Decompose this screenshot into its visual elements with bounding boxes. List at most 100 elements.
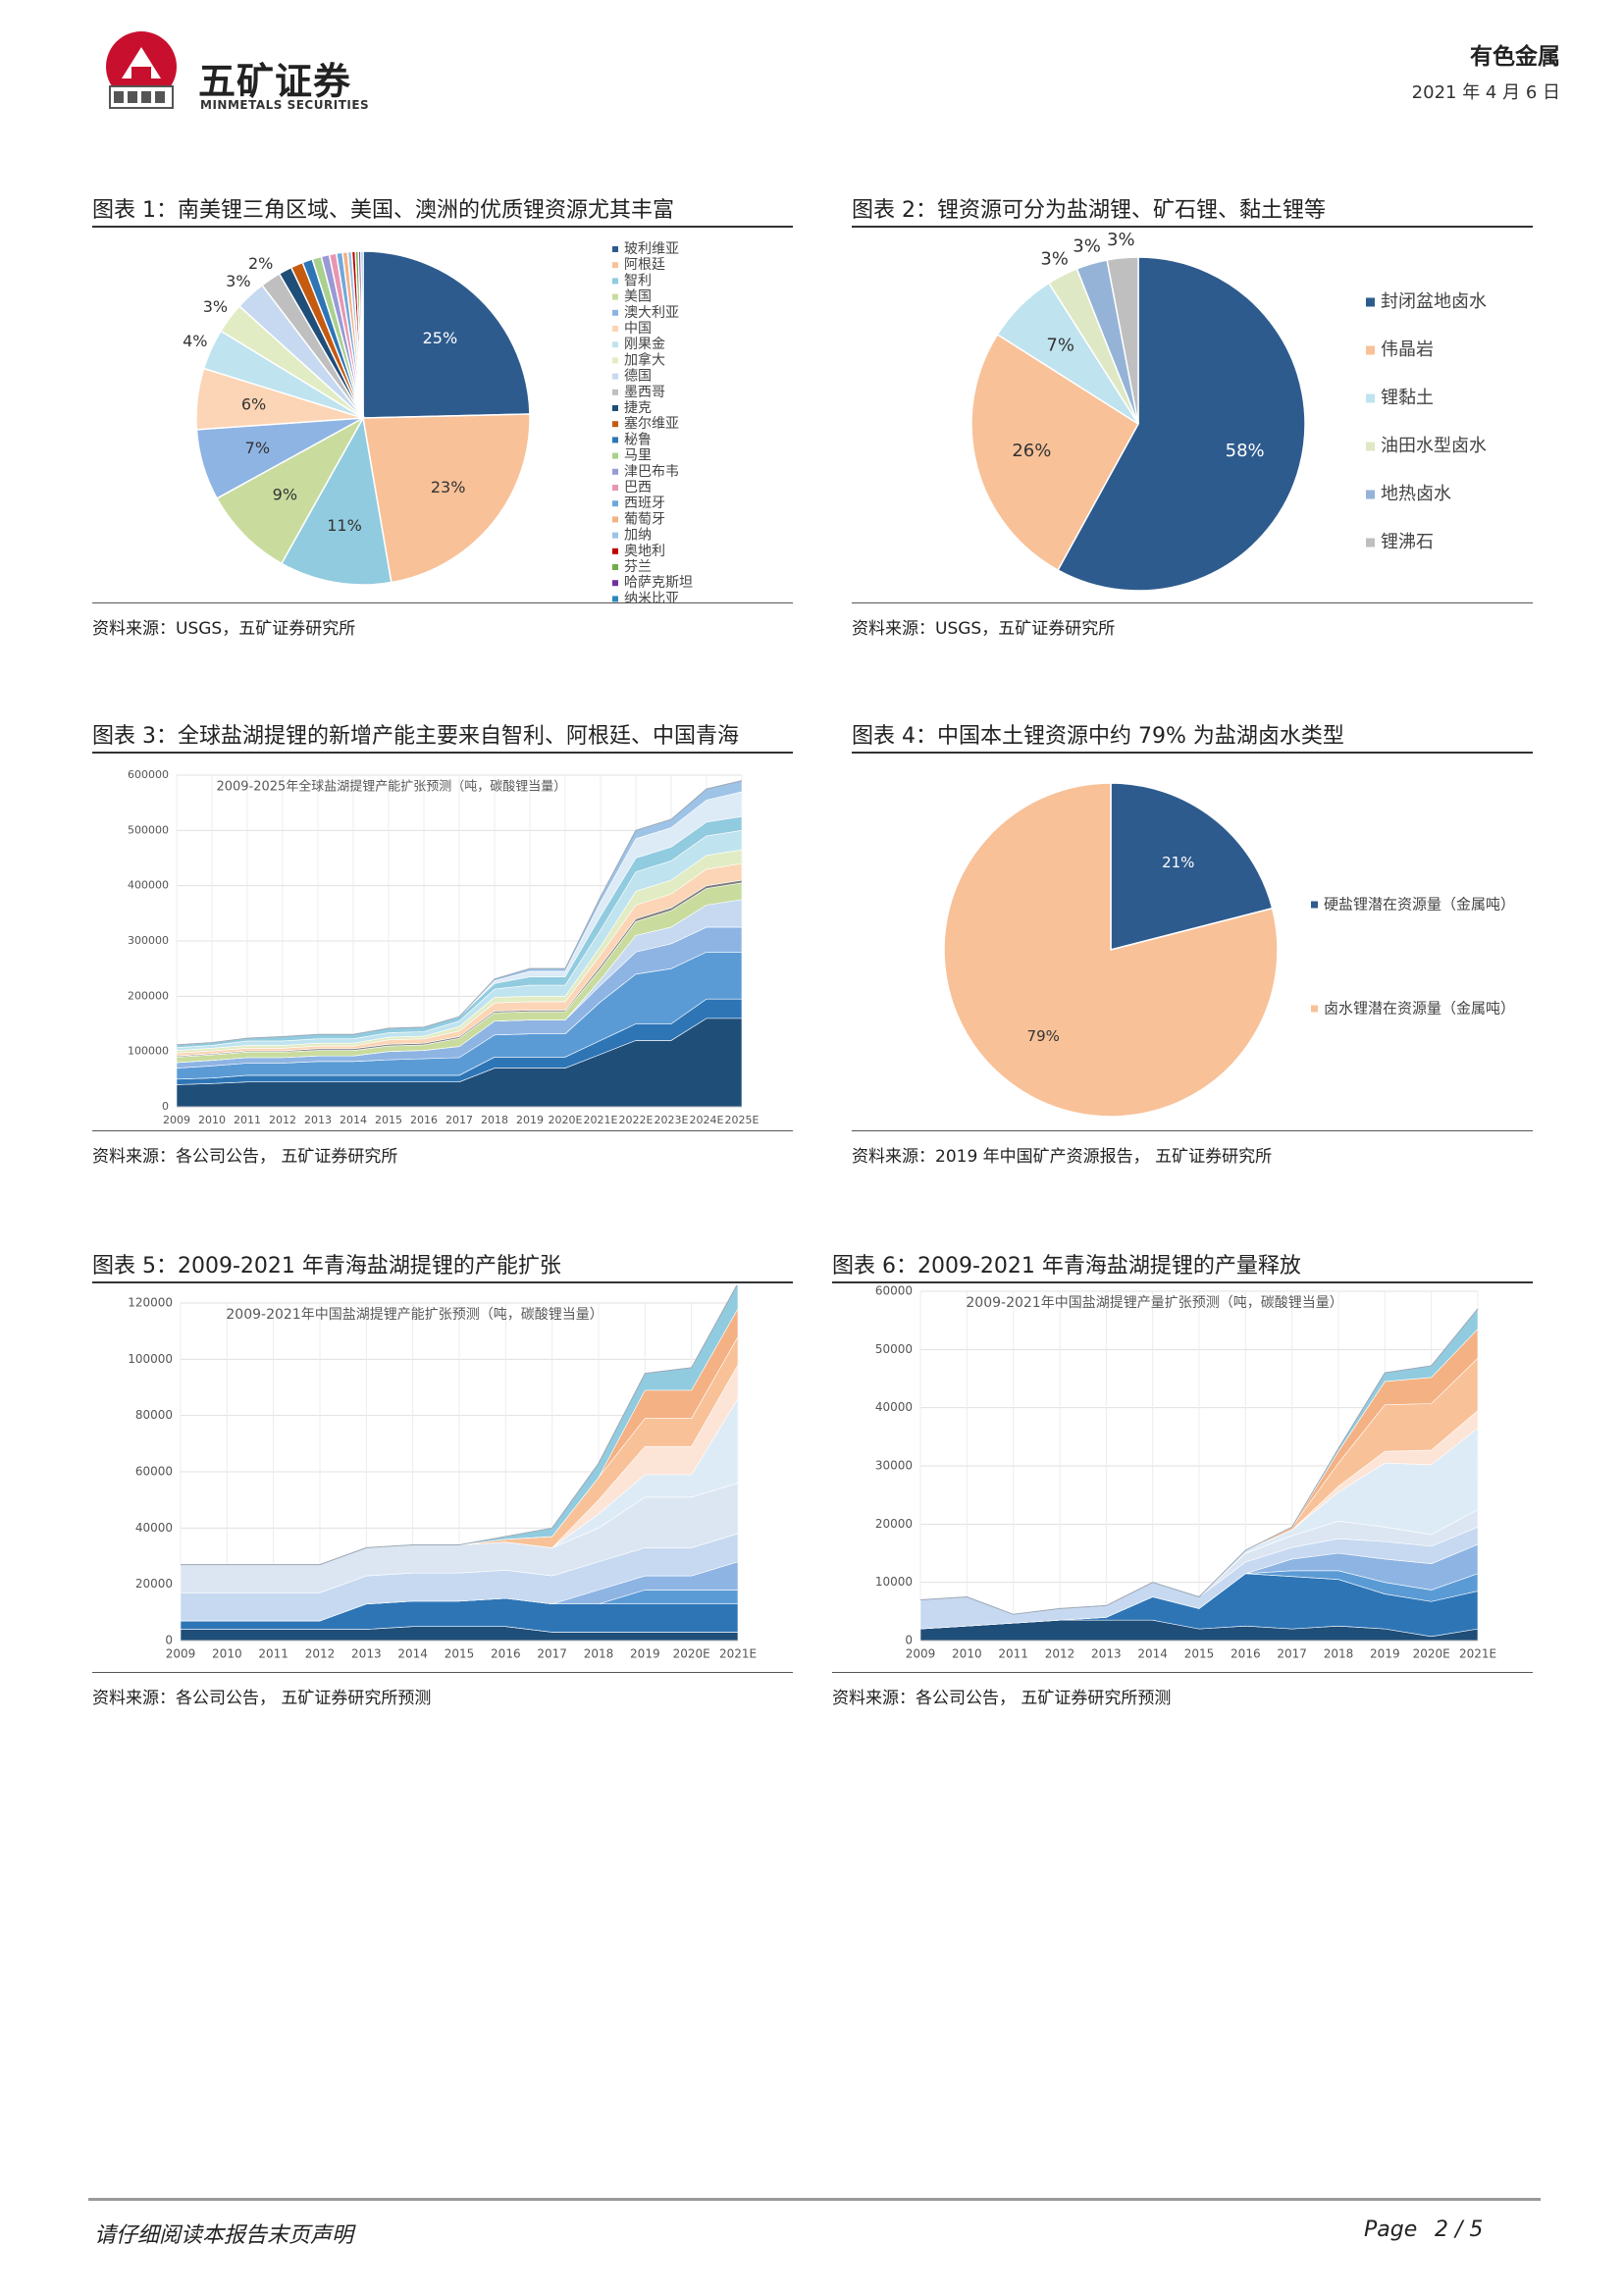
- legend-entry: 巴西: [624, 480, 652, 496]
- pie-data-label: 3%: [1073, 235, 1101, 256]
- y-tick-label: 400000: [128, 879, 169, 892]
- legend-swatch: [612, 246, 618, 252]
- brand-name: 五矿证券: [198, 60, 352, 103]
- legend-swatch: [1366, 538, 1375, 548]
- x-tick-label: 2021E: [1459, 1647, 1496, 1661]
- x-tick-label: 2021E: [719, 1647, 757, 1661]
- fig2-source: 资料来源：USGS，五矿证券研究所: [852, 619, 1116, 639]
- fig6-top-rule: [832, 1281, 1533, 1283]
- area-top-outline: [919, 1308, 1479, 1615]
- pie-data-label: 7%: [1046, 336, 1074, 356]
- x-tick-label: 2019: [1370, 1647, 1400, 1661]
- pie-slice: [360, 250, 364, 419]
- legend-swatch: [612, 421, 618, 428]
- pie-data-label: 25%: [423, 329, 458, 347]
- fig2-top-rule: [852, 226, 1533, 228]
- legend-entry: 奥地利: [624, 543, 665, 559]
- x-tick-label: 2021E: [584, 1114, 618, 1126]
- pie-data-label: 26%: [1012, 441, 1051, 461]
- fig1-source: 资料来源：USGS，五矿证券研究所: [92, 619, 356, 639]
- x-tick-label: 2011: [998, 1647, 1028, 1661]
- fig2-bottom-rule: [852, 602, 1533, 603]
- x-tick-label: 2022E: [619, 1114, 654, 1126]
- legend-swatch: [1366, 393, 1375, 403]
- legend-swatch: [612, 341, 618, 348]
- pie-data-label: 3%: [226, 272, 250, 290]
- x-tick-label: 2012: [1045, 1647, 1075, 1661]
- x-tick-label: 2010: [212, 1647, 242, 1661]
- y-tick-label: 50000: [875, 1342, 913, 1356]
- area-top-outline: [181, 1285, 738, 1566]
- x-tick-label: 2014: [397, 1647, 428, 1661]
- x-tick-label: 2020E: [1413, 1647, 1450, 1661]
- x-tick-label: 2012: [269, 1114, 296, 1126]
- legend-entry: 阿根廷: [624, 257, 665, 273]
- fig5-chart: 0 20000 40000 60000 80000 100000 120000 2009 201…: [128, 1285, 757, 1661]
- y-tick-label: 40000: [135, 1521, 173, 1535]
- legend-entry: 卤水锂潜在资源量（金属吨）: [1324, 1000, 1515, 1018]
- legend-entry: 津巴布韦: [624, 464, 679, 480]
- x-tick-label: 2009: [163, 1114, 190, 1126]
- x-tick-label: 2009: [906, 1647, 936, 1661]
- pie-data-label: 11%: [327, 516, 362, 535]
- fig4-bottom-rule: [852, 1130, 1533, 1131]
- fig5-bottom-rule: [92, 1672, 793, 1673]
- footer-disclaimer: 请仔细阅读本报告末页声明: [94, 2223, 354, 2248]
- y-tick-label: 0: [162, 1100, 169, 1113]
- pie-data-label: 6%: [241, 395, 266, 414]
- x-tick-label: 2011: [258, 1647, 288, 1661]
- legend-entry: 刚果金: [624, 337, 665, 352]
- chart-inner-title: 2009-2025年全球盐湖提锂产能扩张预测（吨，碳酸锂当量）: [216, 779, 566, 795]
- pie-data-label: 2%: [248, 254, 273, 273]
- legend-swatch: [612, 373, 618, 380]
- legend-entry: 马里: [624, 448, 652, 464]
- y-tick-label: 30000: [875, 1459, 913, 1473]
- legend-entry: 中国: [624, 321, 652, 337]
- y-tick-label: 200000: [128, 989, 169, 1002]
- x-tick-label: 2011: [234, 1114, 261, 1126]
- x-tick-label: 2014: [340, 1114, 367, 1126]
- pie-data-label: 58%: [1226, 441, 1265, 461]
- x-tick-label: 2016: [410, 1114, 438, 1126]
- x-tick-label: 2019: [630, 1647, 660, 1661]
- x-tick-label: 2017: [537, 1647, 567, 1661]
- legend-entry: 捷克: [624, 400, 652, 416]
- y-tick-label: 100000: [128, 1352, 173, 1366]
- legend-entry: 伟晶岩: [1381, 339, 1434, 360]
- legend-swatch: [1366, 442, 1375, 451]
- pie-slice: [216, 416, 365, 565]
- legend-swatch: [612, 389, 618, 395]
- x-tick-label: 2017: [445, 1114, 473, 1126]
- fig1-title: 图表 1：南美锂三角区域、美国、澳洲的优质锂资源尤其丰富: [92, 198, 674, 223]
- legend-swatch: [612, 357, 618, 364]
- y-tick-label: 300000: [128, 934, 169, 947]
- fig5-top-rule: [92, 1281, 793, 1283]
- pie-data-label: 9%: [273, 486, 297, 504]
- legend-swatch: [1366, 297, 1375, 307]
- legend-swatch: [1366, 490, 1375, 499]
- legend-entry: 封闭盆地卤水: [1381, 291, 1487, 312]
- legend-swatch: [612, 309, 618, 316]
- legend-swatch: [612, 468, 618, 475]
- fig6-source: 资料来源：各公司公告， 五矿证券研究所预测: [832, 1689, 1172, 1708]
- y-tick-label: 100000: [128, 1045, 169, 1058]
- fig1-top-rule: [92, 226, 793, 228]
- legend-swatch: [612, 452, 618, 459]
- pie-slice: [362, 413, 531, 584]
- fig2-title: 图表 2：锂资源可分为盐湖锂、矿石锂、黏土锂等: [852, 198, 1326, 223]
- legend-entry: 地热卤水: [1381, 484, 1451, 504]
- pie-slice: [362, 250, 531, 419]
- legend-entry: 美国: [624, 289, 652, 305]
- x-tick-label: 2025E: [725, 1114, 760, 1126]
- legend-entry: 德国: [624, 369, 652, 385]
- pie-slice: [1110, 782, 1274, 951]
- legend-entry: 纳米比亚: [624, 591, 679, 602]
- legend-swatch: [612, 580, 618, 587]
- footer-page-label: Page: [1364, 2218, 1418, 2242]
- y-tick-label: 80000: [135, 1408, 173, 1422]
- x-tick-label: 2018: [1324, 1647, 1354, 1661]
- pie-data-label: 4%: [183, 332, 207, 350]
- pie-data-label: 79%: [1027, 1027, 1060, 1045]
- legend-swatch: [612, 596, 618, 602]
- y-tick-label: 0: [905, 1634, 913, 1647]
